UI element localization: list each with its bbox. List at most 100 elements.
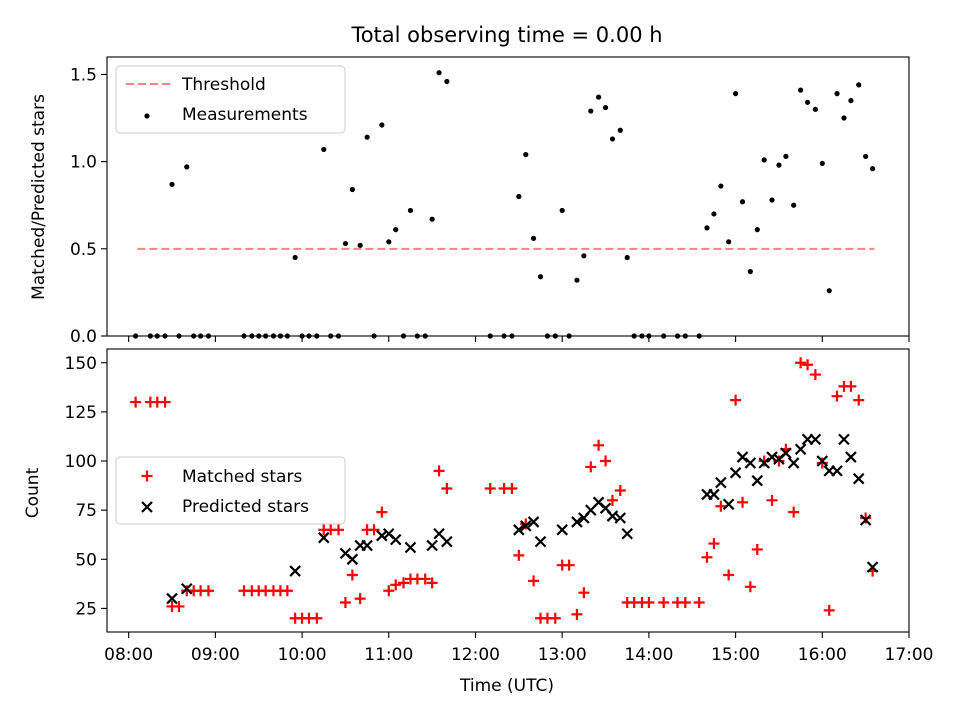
matched-stars-point <box>679 597 691 609</box>
measurement-point <box>386 239 392 245</box>
matched-stars-point <box>802 359 814 371</box>
matched-stars-point <box>831 390 843 402</box>
bottom-y-tick-label: 75 <box>75 501 97 521</box>
predicted-stars-point <box>389 533 402 546</box>
x-tick-label: 08:00 <box>104 645 153 665</box>
matched-stars-point <box>715 500 727 512</box>
predicted-stars-point <box>614 512 627 524</box>
measurement-point <box>596 94 602 100</box>
predicted-stars-point <box>744 457 757 469</box>
predicted-stars-point <box>708 488 720 501</box>
measurement-point <box>826 288 832 294</box>
measurement-point <box>559 207 565 214</box>
predicted-stars-point <box>571 516 583 528</box>
measurement-point <box>537 274 544 280</box>
matched-stars-point <box>332 524 344 536</box>
measurement-point <box>726 239 732 245</box>
predicted-stars-point <box>361 539 373 552</box>
predicted-stars-point <box>513 524 525 536</box>
predicted-stars-point <box>831 465 843 477</box>
legend-predicted-swatch <box>141 501 153 513</box>
matched-stars-point <box>730 394 742 406</box>
matched-stars-point <box>693 597 705 609</box>
matched-stars-point <box>339 597 351 609</box>
bottom-axes-frame <box>106 348 910 633</box>
matched-stars-point <box>383 585 395 597</box>
matched-stars-point <box>173 600 185 612</box>
matched-stars-point <box>860 512 872 524</box>
measurement-point <box>776 162 782 168</box>
predicted-stars-point <box>809 433 822 446</box>
measurement-point <box>747 268 753 275</box>
bottom-plot-marks <box>130 357 879 624</box>
predicted-stars-point <box>166 592 178 605</box>
matched-stars-point <box>853 394 865 406</box>
matched-stars-point <box>809 369 821 381</box>
measurement-point <box>588 108 594 114</box>
measurement-point <box>184 164 190 170</box>
bottom-legend: Matched stars Predicted stars <box>115 456 346 525</box>
measurement-point <box>739 199 746 205</box>
measurement-point <box>624 254 630 261</box>
predicted-stars-point <box>441 535 453 548</box>
top-chart-title: Total observing time = 0.00 h <box>350 23 662 47</box>
top-legend-box <box>115 65 346 134</box>
x-tick-label: 12:00 <box>451 645 500 665</box>
matched-stars-point <box>751 543 763 555</box>
matched-stars-point <box>816 457 828 469</box>
measurement-point <box>169 181 175 187</box>
predicted-stars-point <box>722 498 735 511</box>
predicted-stars-point <box>519 520 532 532</box>
predicted-stars-point <box>621 527 633 540</box>
measurement-point <box>349 186 355 193</box>
legend-threshold-label: Threshold <box>181 75 266 95</box>
matched-stars-point <box>433 465 445 477</box>
measurement-point <box>798 87 804 93</box>
predicted-stars-point <box>866 561 879 573</box>
measurement-point <box>393 227 399 233</box>
measurement-point <box>761 157 767 163</box>
x-tick-label: 14:00 <box>624 645 673 665</box>
bottom-axes: 25 50 75 100 125 150 08:00 09:00 10:00 11:00 12:00… <box>65 348 934 665</box>
measurement-point <box>364 134 370 140</box>
matched-stars-point <box>614 485 626 496</box>
measurement-point <box>530 235 537 241</box>
matched-stars-point <box>708 538 720 550</box>
predicted-stars-point <box>715 476 727 489</box>
predicted-stars-point <box>794 443 807 456</box>
matched-stars-point <box>311 612 323 624</box>
top-y-tick-label: 1.5 <box>70 65 97 85</box>
predicted-stars-point <box>729 467 742 479</box>
measurement-point <box>804 99 811 105</box>
matched-stars-point <box>398 577 410 589</box>
x-tick-label: 13:00 <box>538 645 587 665</box>
bottom-y-tick-label: 100 <box>65 452 97 472</box>
bottom-y-tick-label: 25 <box>75 599 97 619</box>
measurement-point <box>407 207 414 214</box>
matched-stars-point <box>823 604 835 616</box>
matched-stars-point <box>563 559 575 571</box>
predicted-stars-point <box>816 455 829 467</box>
measurement-point <box>754 227 760 233</box>
predicted-stars-point <box>527 516 540 528</box>
matched-stars-point <box>593 439 605 451</box>
bottom-y-tick-label: 150 <box>65 354 97 374</box>
measurement-point <box>574 277 580 283</box>
legend-measurements-swatch <box>144 113 150 119</box>
predicted-stars-point <box>859 514 872 526</box>
matched-stars-point <box>281 585 293 597</box>
matched-stars-point <box>744 581 756 593</box>
predicted-stars-point <box>317 531 330 544</box>
predicted-stars-point <box>852 472 865 485</box>
measurement-point <box>819 160 825 166</box>
top-panel: Total observing time = 0.00 h Matched/Pr… <box>29 23 910 347</box>
top-y-tick-label: 0.5 <box>70 240 97 260</box>
measurement-point <box>834 91 840 97</box>
measurement-point <box>769 197 775 203</box>
measurement-point <box>602 104 609 111</box>
matched-stars-point <box>658 597 670 609</box>
predicted-stars-point <box>780 447 792 459</box>
matched-stars-point <box>643 597 655 609</box>
measurement-point <box>791 202 797 208</box>
matched-stars-point <box>202 585 214 597</box>
